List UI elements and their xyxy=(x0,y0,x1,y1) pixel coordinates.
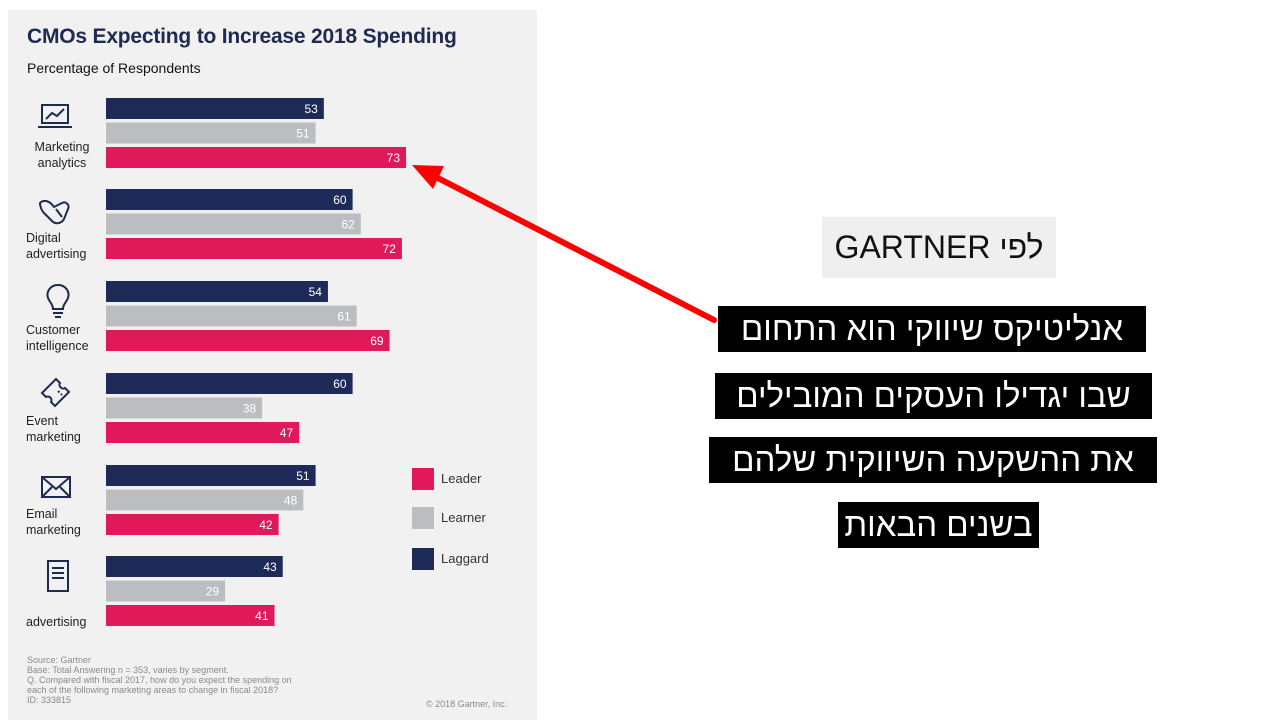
bar-laggard-3 xyxy=(106,373,353,394)
bar-value-leader-4: 42 xyxy=(259,518,273,532)
bar-learner-2 xyxy=(106,305,357,327)
bar-learner-0 xyxy=(106,122,316,144)
question-line-2: each of the following marketing areas to… xyxy=(27,685,279,695)
bar-value-leader-2: 69 xyxy=(370,334,384,348)
pointing-hand-icon xyxy=(38,199,70,225)
chart-title: CMOs Expecting to Increase 2018 Spending xyxy=(27,25,457,48)
bar-value-learner-5: 29 xyxy=(206,585,220,599)
annotation-line-1: אנליטיקס שיווקי הוא התחום xyxy=(718,306,1146,352)
bar-value-learner-0: 51 xyxy=(296,127,310,141)
bar-value-learner-4: 48 xyxy=(284,494,298,508)
bar-laggard-5 xyxy=(106,556,283,577)
bar-chart: 53 51 73 60 62 72 54 61 69 60 38 47 51 48 42 43 29 41 xyxy=(106,98,407,626)
bar-leader-5 xyxy=(106,605,275,626)
category-label-digital-advertising: Digital advertising xyxy=(26,231,87,261)
annotation-line-4: בשנים הבאות xyxy=(838,502,1039,548)
legend-label-laggard: Laggard xyxy=(441,551,489,566)
category-label-advertising: advertising xyxy=(26,615,87,629)
lightbulb-icon xyxy=(46,283,70,318)
bar-value-leader-3: 47 xyxy=(280,426,294,440)
bar-laggard-2 xyxy=(106,281,328,302)
legend-swatch-learner xyxy=(412,507,434,529)
bar-value-learner-1: 62 xyxy=(341,218,355,232)
source-notes: Source: Gartner Base: Total Answering n … xyxy=(27,655,292,705)
bar-value-learner-3: 38 xyxy=(243,402,257,416)
ticket-icon xyxy=(40,377,71,408)
category-label-event-marketing: Event marketing xyxy=(26,414,81,444)
bar-value-laggard-5: 43 xyxy=(263,560,277,574)
bar-value-leader-5: 41 xyxy=(255,609,269,623)
legend-label-leader: Leader xyxy=(441,471,482,486)
gartner-header: לפי GARTNER xyxy=(822,217,1056,278)
chart-subtitle: Percentage of Respondents xyxy=(27,60,201,76)
bar-learner-1 xyxy=(106,213,361,235)
bar-learner-5 xyxy=(106,580,226,602)
bar-laggard-4 xyxy=(106,465,316,486)
bar-laggard-1 xyxy=(106,189,353,210)
annotation-line-2: שבו יגדילו העסקים המובילים xyxy=(715,373,1152,419)
category-label-marketing-analytics: Marketing analytics xyxy=(34,140,90,170)
bar-value-laggard-0: 53 xyxy=(304,102,318,116)
envelope-icon xyxy=(41,476,71,498)
chart-monitor-icon xyxy=(38,104,72,128)
bar-value-laggard-2: 54 xyxy=(309,285,323,299)
chart-panel: CMOs Expecting to Increase 2018 Spending… xyxy=(8,10,537,720)
bar-leader-2 xyxy=(106,330,390,351)
category-label-customer-intelligence: Customer intelligence xyxy=(26,323,89,353)
bar-learner-4 xyxy=(106,489,304,511)
annotation-line-3: את ההשקעה השיווקית שלהם xyxy=(709,437,1157,483)
bar-leader-4 xyxy=(106,514,279,535)
bar-leader-1 xyxy=(106,238,402,259)
bar-value-learner-2: 61 xyxy=(337,310,351,324)
bar-leader-3 xyxy=(106,422,300,443)
question-line-1: Q. Compared with fiscal 2017, how do you… xyxy=(27,675,292,685)
document-icon xyxy=(47,560,69,592)
category-label-email-marketing: Email marketing xyxy=(26,507,81,537)
bar-leader-0 xyxy=(106,147,407,168)
bar-value-leader-0: 73 xyxy=(387,151,401,165)
id-line: ID: 333815 xyxy=(27,695,72,705)
bar-value-laggard-4: 51 xyxy=(296,469,310,483)
source-line: Source: Gartner xyxy=(27,655,92,665)
copyright: © 2018 Gartner, Inc. xyxy=(426,699,508,709)
legend-swatch-laggard xyxy=(412,548,434,570)
base-line: Base: Total Answering n = 353, varies by… xyxy=(27,665,229,675)
bar-value-laggard-3: 60 xyxy=(333,377,347,391)
bar-learner-3 xyxy=(106,397,263,419)
legend-swatch-leader xyxy=(412,468,434,490)
legend-label-learner: Learner xyxy=(441,510,486,525)
bar-value-leader-1: 72 xyxy=(383,242,397,256)
bar-laggard-0 xyxy=(106,98,324,119)
bar-value-laggard-1: 60 xyxy=(333,193,347,207)
